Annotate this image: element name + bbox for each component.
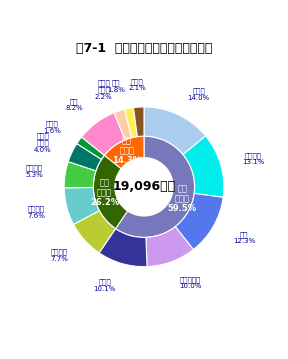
Text: その他
1.6%: その他 1.6% (43, 121, 61, 134)
Text: 飲料・
たばこ
2.2%: 飲料・ たばこ 2.2% (95, 79, 112, 100)
Wedge shape (68, 144, 101, 171)
Wedge shape (64, 162, 96, 188)
Wedge shape (104, 136, 144, 169)
Wedge shape (64, 187, 99, 224)
Text: 一般機械
7.6%: 一般機械 7.6% (27, 206, 45, 219)
Text: 情報通
信機械
4.0%: 情報通 信機械 4.0% (34, 132, 52, 153)
Wedge shape (115, 136, 195, 237)
Wedge shape (144, 107, 206, 154)
Title: 図7-1  産業別原材料使用額等構成比: 図7-1 産業別原材料使用額等構成比 (76, 42, 212, 55)
Text: 衣服
1.8%: 衣服 1.8% (107, 80, 125, 93)
Wedge shape (77, 137, 104, 159)
Text: 電気機械
5.3%: 電気機械 5.3% (25, 164, 43, 178)
Text: その他
10.1%: その他 10.1% (93, 279, 116, 292)
Wedge shape (175, 194, 223, 250)
Wedge shape (93, 155, 128, 229)
Text: 石油・石炭
10.0%: 石油・石炭 10.0% (179, 276, 202, 289)
Wedge shape (134, 107, 144, 137)
Text: 化学
12.3%: 化学 12.3% (233, 231, 255, 244)
Text: 生活
関連型
14.3%: 生活 関連型 14.3% (112, 137, 141, 165)
Wedge shape (82, 113, 125, 155)
Wedge shape (146, 227, 193, 267)
Text: 食料
8.2%: 食料 8.2% (65, 98, 83, 111)
Text: その他
2.1%: その他 2.1% (128, 78, 146, 91)
Wedge shape (73, 211, 115, 253)
Text: 輸送機械
7.7%: 輸送機械 7.7% (50, 248, 68, 262)
Wedge shape (114, 109, 132, 140)
Text: 19,096億円: 19,096億円 (112, 180, 176, 193)
Wedge shape (183, 136, 224, 197)
Wedge shape (125, 108, 137, 137)
Text: 基礎
素材型
59.5%: 基礎 素材型 59.5% (168, 184, 197, 213)
Wedge shape (99, 229, 147, 267)
Text: 非鉄金属
13.1%: 非鉄金属 13.1% (242, 152, 265, 165)
Text: 加工
組立型
26.2%: 加工 組立型 26.2% (90, 179, 119, 207)
Text: バルブ
14.0%: バルブ 14.0% (187, 88, 210, 101)
